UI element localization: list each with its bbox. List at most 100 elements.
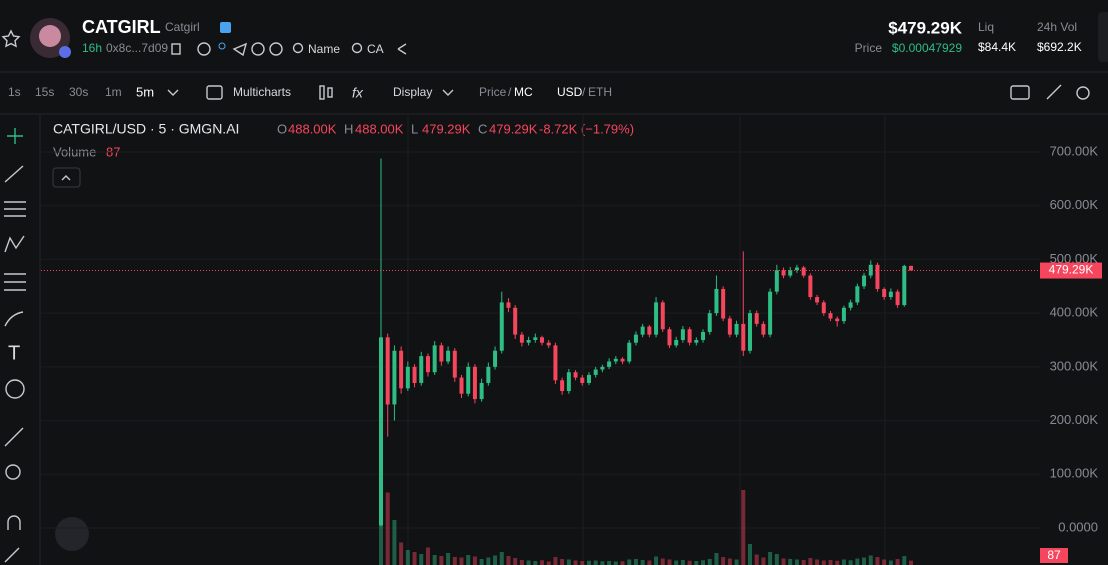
ruler-tool[interactable] (4, 427, 24, 447)
volume-bar (774, 554, 779, 565)
volume-bar (794, 559, 799, 565)
volume-bar (680, 560, 685, 565)
volume-bar (573, 560, 578, 565)
candle-body (513, 307, 518, 335)
candle-body (627, 342, 632, 362)
candle-body (519, 334, 524, 343)
collapse-button[interactable] (52, 167, 81, 188)
share-icon[interactable] (397, 43, 407, 55)
collapse-icon[interactable] (61, 175, 71, 181)
line-tool[interactable] (4, 165, 24, 183)
text-tool[interactable]: T (8, 342, 20, 364)
crosshair-tool[interactable] (7, 128, 23, 144)
indicators-icon[interactable]: fx (352, 85, 364, 101)
display[interactable]: Display (393, 85, 432, 99)
volume-bar (600, 561, 605, 565)
candle-body (868, 264, 873, 276)
zoom-tool[interactable] (5, 464, 21, 480)
volume-bar (909, 560, 913, 565)
volume-bar (781, 558, 786, 565)
multicharts[interactable]: Multicharts (233, 85, 291, 99)
volume-bar (754, 554, 759, 565)
candle-type-icon[interactable] (319, 85, 325, 100)
candle-body (613, 358, 618, 362)
candle-body (794, 267, 799, 271)
volume-bar (452, 557, 457, 565)
interval[interactable]: 1m (105, 85, 122, 99)
search-ca[interactable]: CA (367, 42, 384, 56)
volume-bar (640, 560, 645, 565)
separator: / (508, 85, 512, 99)
volume-badge-label: 87 (1047, 548, 1061, 562)
tradingview-logo[interactable] (55, 517, 89, 551)
volume-bar (627, 559, 632, 565)
candle-body (734, 323, 739, 335)
multicharts-icon[interactable] (206, 85, 223, 100)
volume-bar (701, 560, 706, 565)
candle-body (714, 288, 719, 314)
volume-bar (862, 557, 867, 565)
volume-bar (519, 560, 524, 565)
interval[interactable]: 30s (69, 85, 88, 99)
interval[interactable]: 15s (35, 85, 54, 99)
candle-body (607, 361, 612, 367)
pencil-tool[interactable] (4, 547, 20, 563)
candle-body (654, 302, 659, 335)
emoji-tool[interactable] (5, 379, 25, 399)
volume-bar (660, 558, 665, 565)
fib-tool[interactable] (4, 201, 26, 217)
magnet-tool[interactable] (7, 515, 21, 530)
interval[interactable]: 1s (8, 85, 21, 99)
fullscreen-icon[interactable] (1046, 84, 1062, 100)
screenshot-icon[interactable] (1010, 85, 1030, 100)
token-address[interactable]: 0x8c...7d09 (106, 41, 168, 55)
usd-toggle[interactable]: USD (557, 85, 583, 99)
chart-title: CATGIRL/USD · 5 · GMGN.AI (53, 121, 239, 137)
candle-body (493, 350, 498, 367)
liq-label: Liq (978, 20, 994, 34)
avatar-face (39, 25, 61, 47)
candle-body (432, 345, 437, 373)
telegram-icon[interactable] (232, 42, 248, 57)
brush-tool[interactable] (4, 311, 24, 327)
settings-icon[interactable] (1076, 86, 1090, 100)
dropdown-icon[interactable] (167, 89, 179, 96)
eth-toggle[interactable]: ETH (588, 85, 612, 99)
volume-bar (875, 557, 880, 565)
side-button[interactable] (1098, 12, 1108, 62)
candle-body (875, 264, 880, 289)
website-icon[interactable] (197, 42, 211, 56)
pattern-tool[interactable] (4, 235, 25, 253)
y-tick-label: 100.00K (1050, 466, 1099, 481)
candle-body (895, 291, 900, 306)
search-icon[interactable] (292, 42, 304, 54)
copy-icon[interactable] (171, 43, 181, 55)
candle-type-icon[interactable] (327, 87, 333, 98)
search-name[interactable]: Name (308, 42, 340, 56)
candle-body (405, 366, 410, 389)
candle-body (533, 337, 538, 340)
dropdown-icon[interactable] (442, 89, 454, 96)
candle-body (546, 342, 551, 346)
change: -8.72K (−1.79%) (539, 121, 634, 136)
verified-icon (220, 22, 231, 33)
y-tick-label: 700.00K (1050, 143, 1099, 158)
price-toggle[interactable]: Price (479, 85, 507, 99)
candle-body (506, 302, 511, 308)
mc-toggle[interactable]: MC (514, 85, 533, 99)
interval-active[interactable]: 5m (136, 84, 154, 99)
search-icon[interactable] (351, 42, 363, 54)
projection-tool[interactable] (4, 273, 26, 291)
favorite-star[interactable] (1, 29, 21, 48)
profile-icon[interactable] (218, 42, 226, 50)
link-icon[interactable] (251, 42, 265, 56)
market-cap: $479.29K (888, 18, 962, 37)
price-label: Price (855, 41, 883, 55)
link-icon[interactable] (269, 42, 283, 56)
chain-badge (59, 46, 71, 58)
volume-bar (801, 560, 806, 565)
volume-bar (513, 558, 518, 565)
y-tick-label: 500.00K (1050, 251, 1099, 266)
ohlc-value: 488.00K (355, 121, 404, 136)
candle-body (600, 366, 605, 370)
